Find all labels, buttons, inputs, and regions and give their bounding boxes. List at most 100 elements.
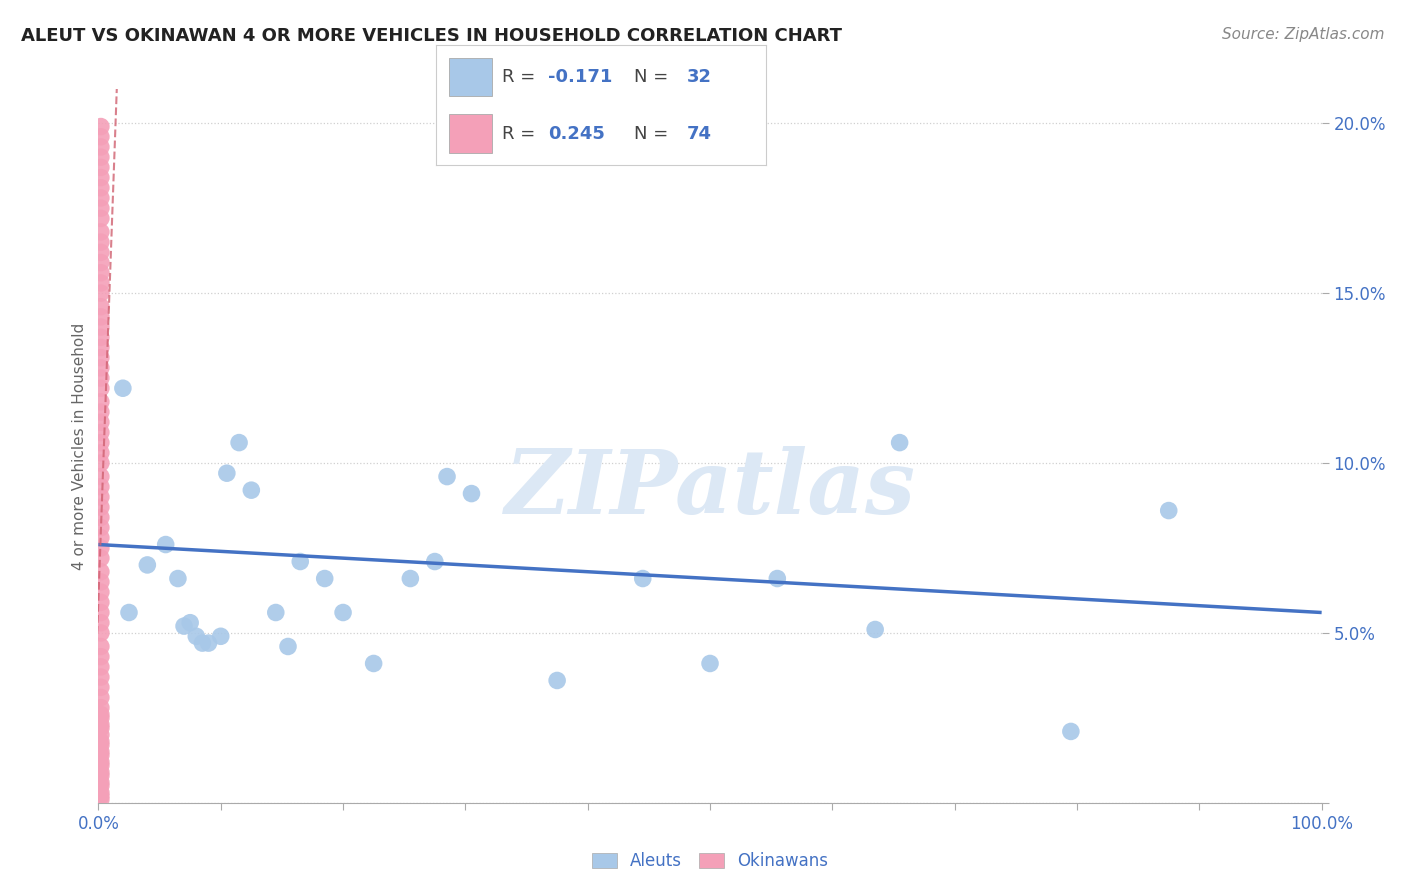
Point xyxy=(90,565,112,579)
Point xyxy=(423,555,446,569)
Point xyxy=(90,626,112,640)
Point xyxy=(90,266,112,280)
Point xyxy=(90,531,112,545)
Point xyxy=(173,619,195,633)
Text: ALEUT VS OKINAWAN 4 OR MORE VEHICLES IN HOUSEHOLD CORRELATION CHART: ALEUT VS OKINAWAN 4 OR MORE VEHICLES IN … xyxy=(21,27,842,45)
Y-axis label: 4 or more Vehicles in Household: 4 or more Vehicles in Household xyxy=(72,322,87,570)
Point xyxy=(889,435,911,450)
Point xyxy=(90,615,112,630)
Point xyxy=(136,558,159,572)
Point xyxy=(191,636,214,650)
Point xyxy=(90,765,112,780)
Point xyxy=(277,640,299,654)
Point xyxy=(90,170,112,185)
Point xyxy=(460,486,482,500)
Point xyxy=(215,466,238,480)
Point xyxy=(90,680,112,694)
Text: R =: R = xyxy=(502,68,541,87)
Point xyxy=(90,769,112,783)
Text: N =: N = xyxy=(634,68,673,87)
Point xyxy=(290,555,312,569)
Point xyxy=(863,623,886,637)
Text: 0.245: 0.245 xyxy=(548,125,605,143)
Point xyxy=(90,456,112,470)
Point xyxy=(186,629,208,643)
Point xyxy=(90,574,112,589)
Point xyxy=(1157,503,1180,517)
Point xyxy=(118,606,141,620)
Point xyxy=(111,381,134,395)
Point xyxy=(90,276,112,290)
Point xyxy=(90,161,112,175)
Point xyxy=(90,707,112,722)
Point xyxy=(90,446,112,460)
Point xyxy=(90,660,112,674)
Point xyxy=(90,330,112,344)
Point xyxy=(90,180,112,194)
Point xyxy=(90,755,112,769)
Point xyxy=(90,129,112,144)
Point xyxy=(90,320,112,334)
Point xyxy=(332,606,354,620)
Point xyxy=(90,649,112,664)
Point xyxy=(90,541,112,555)
Point xyxy=(436,469,458,483)
Text: R =: R = xyxy=(502,125,541,143)
Point xyxy=(90,690,112,705)
Text: 74: 74 xyxy=(688,125,711,143)
Point xyxy=(90,381,112,395)
Point xyxy=(155,537,177,551)
Point xyxy=(90,775,112,789)
Point xyxy=(90,748,112,763)
Point xyxy=(90,606,112,620)
Point xyxy=(90,360,112,375)
Text: ZIPatlas: ZIPatlas xyxy=(505,446,915,532)
Point xyxy=(90,745,112,759)
Point xyxy=(228,435,250,450)
Point xyxy=(363,657,385,671)
Point xyxy=(179,615,201,630)
Point xyxy=(766,572,789,586)
Point xyxy=(167,572,190,586)
Point xyxy=(90,789,112,803)
Point xyxy=(90,469,112,483)
Point xyxy=(197,636,219,650)
Point xyxy=(90,405,112,419)
Text: Source: ZipAtlas.com: Source: ZipAtlas.com xyxy=(1222,27,1385,42)
Point xyxy=(314,572,336,586)
FancyBboxPatch shape xyxy=(449,114,492,153)
Point xyxy=(90,786,112,800)
Point xyxy=(90,341,112,355)
Point xyxy=(90,394,112,409)
Point xyxy=(399,572,422,586)
Point xyxy=(90,225,112,239)
Point xyxy=(546,673,568,688)
Point xyxy=(90,585,112,599)
Point xyxy=(90,500,112,515)
Point xyxy=(90,551,112,566)
Point xyxy=(90,510,112,524)
Point xyxy=(90,351,112,365)
Point xyxy=(90,640,112,654)
Point xyxy=(90,245,112,260)
Point xyxy=(90,120,112,134)
FancyBboxPatch shape xyxy=(449,58,492,96)
Point xyxy=(90,595,112,609)
Point xyxy=(90,371,112,385)
Point xyxy=(90,758,112,772)
Point xyxy=(90,140,112,154)
Point xyxy=(90,721,112,735)
Point xyxy=(90,425,112,440)
Text: 32: 32 xyxy=(688,68,711,87)
Point xyxy=(90,670,112,684)
Point xyxy=(90,480,112,494)
Point xyxy=(699,657,721,671)
Point xyxy=(90,734,112,748)
Point xyxy=(90,738,112,752)
Point xyxy=(631,572,654,586)
Point xyxy=(90,300,112,314)
Point xyxy=(1060,724,1083,739)
Point xyxy=(90,415,112,429)
Point xyxy=(90,435,112,450)
Point xyxy=(90,255,112,269)
